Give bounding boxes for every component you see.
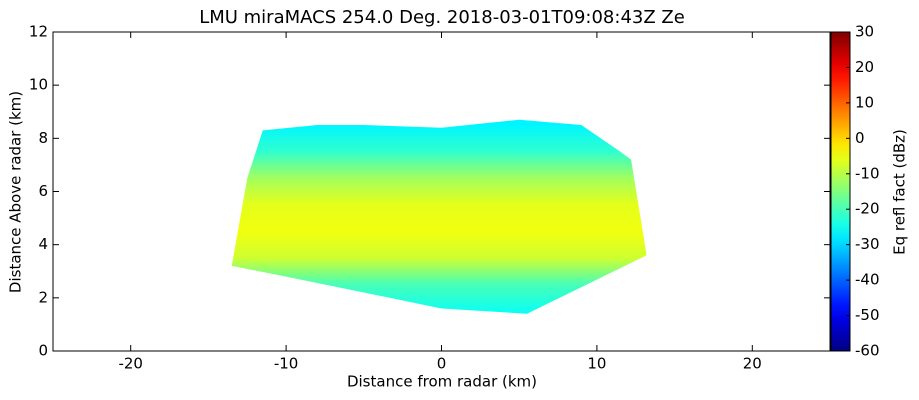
y-tick-label: 8 bbox=[38, 129, 48, 147]
y-tick-label: 2 bbox=[38, 288, 48, 306]
colorbar-tick-label: -30 bbox=[855, 235, 880, 253]
chart-title: LMU miraMACS 254.0 Deg. 2018-03-01T09:08… bbox=[199, 7, 685, 28]
x-tick-label: 20 bbox=[743, 355, 762, 373]
colorbar-label: Eq refl fact (dBz) bbox=[891, 129, 909, 255]
x-axis-label: Distance from radar (km) bbox=[347, 373, 537, 391]
colorbar-tick-label: -60 bbox=[855, 342, 880, 360]
colorbar-tick-label: -50 bbox=[855, 306, 880, 324]
colorbar-tick-label: 20 bbox=[855, 58, 874, 76]
x-tick-label: -10 bbox=[274, 355, 299, 373]
y-axis-label: Distance Above radar (km) bbox=[7, 91, 25, 293]
colorbar-tick-label: -10 bbox=[855, 164, 880, 182]
y-tick-label: 6 bbox=[38, 182, 48, 200]
echo-region bbox=[231, 119, 647, 314]
colorbar-tick-label: 30 bbox=[855, 23, 874, 41]
y-tick-label: 10 bbox=[29, 76, 48, 94]
x-tick-label: -20 bbox=[118, 355, 143, 373]
y-tick-label: 0 bbox=[38, 342, 48, 360]
colorbar-tick-label: 10 bbox=[855, 93, 874, 111]
y-tick-label: 4 bbox=[38, 235, 48, 253]
colorbar-tick-label: -20 bbox=[855, 200, 880, 218]
y-tick-label: 12 bbox=[29, 23, 48, 41]
x-tick-label: 10 bbox=[587, 355, 606, 373]
colorbar-tick-label: 0 bbox=[855, 129, 865, 147]
colorbar-tick-label: -40 bbox=[855, 271, 880, 289]
colorbar bbox=[830, 31, 851, 352]
x-tick-label: 0 bbox=[437, 355, 447, 373]
